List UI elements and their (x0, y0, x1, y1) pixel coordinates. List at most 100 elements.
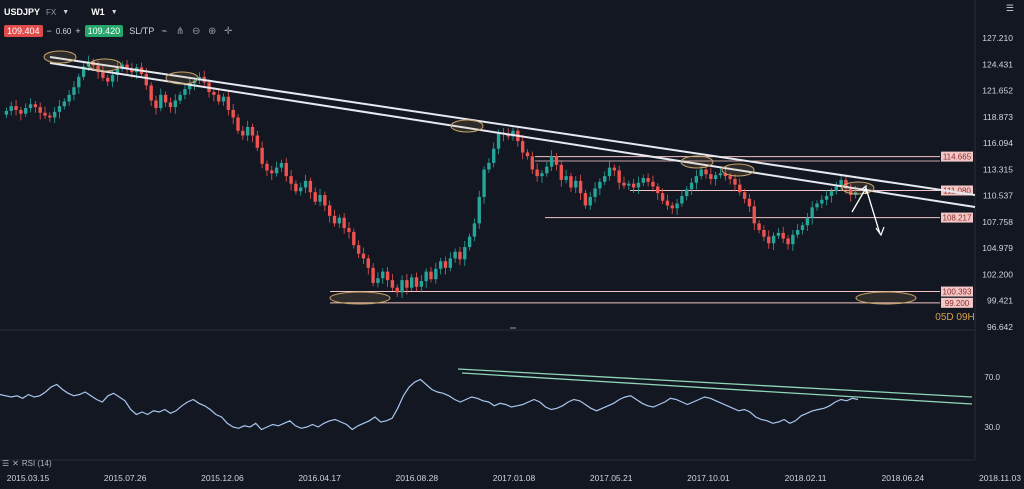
x-tick-label: 2017.05.21 (590, 473, 633, 483)
chart-toolbar: USDJPY FX ▼ W1 ▼ (4, 4, 118, 20)
candle-body (559, 164, 563, 180)
candle-body (747, 198, 752, 207)
level-price-tag (941, 212, 973, 223)
candle-body (487, 162, 491, 170)
candle-body (820, 199, 824, 204)
candle-body (385, 271, 390, 281)
candle-body (646, 178, 650, 182)
candle-body (849, 188, 853, 196)
y-tick-label: 116.094 (983, 138, 1013, 148)
candle-body (641, 178, 645, 183)
candle-body (265, 163, 269, 171)
level-price-tag (941, 297, 973, 308)
candle-body (125, 64, 129, 70)
zoom-in-icon[interactable]: ⊕ (208, 25, 217, 37)
candle-body (376, 278, 380, 283)
level-price-label: 99.200 (945, 299, 970, 308)
minus-icon[interactable]: − (46, 26, 52, 36)
highlight-ellipse (855, 291, 917, 305)
candle-body (414, 277, 419, 287)
candle-body (477, 196, 481, 224)
x-tick-label: 2018.11.03 (979, 473, 1021, 483)
candle-body (569, 176, 573, 188)
candle-body (236, 117, 240, 131)
bid-price[interactable]: 109.404 (4, 25, 43, 37)
candle-body (163, 94, 168, 103)
spread-value: 0.60 (55, 26, 72, 36)
candle-body (617, 170, 621, 183)
highlight-ellipse (88, 58, 122, 72)
candle-body (660, 193, 665, 201)
candle-body (733, 178, 737, 185)
timeframe-dropdown-icon[interactable]: ▼ (110, 8, 118, 16)
candle-body (38, 107, 42, 113)
candle-body (786, 238, 790, 245)
line-tool-icon[interactable]: ⌁ (161, 25, 168, 37)
rsi-level-label: 30.0 (984, 423, 1000, 432)
candle-body (371, 267, 375, 283)
resistance-trendline (49, 56, 976, 196)
candle-body (299, 187, 303, 192)
candle-body (578, 180, 583, 194)
rsi-label[interactable]: ☰ ✕ RSI (14) (2, 459, 52, 468)
timeframe-label[interactable]: W1 (91, 7, 105, 17)
rsi-trendline (461, 372, 973, 405)
candle-body (130, 69, 134, 73)
candle-body (805, 217, 810, 226)
level-price-tag (941, 185, 973, 196)
candle-body (627, 183, 631, 186)
x-tick-label: 2016.04.17 (298, 473, 341, 483)
candle-body (313, 192, 317, 202)
candle-body (815, 203, 819, 208)
y-tick-label: 104.979 (982, 243, 1013, 253)
rsi-trendline (457, 368, 973, 398)
y-tick-label: 113.315 (983, 164, 1013, 174)
collapse-icon[interactable]: ☰ (2, 459, 10, 468)
candle-body (57, 106, 62, 112)
candle-body (554, 156, 559, 165)
candle-body (670, 205, 674, 209)
candle-body (771, 235, 776, 244)
candle-body (14, 106, 18, 110)
candle-body (356, 245, 361, 254)
candle-body (337, 217, 342, 224)
ask-price[interactable]: 109.420 (84, 25, 124, 37)
candle-body (96, 65, 100, 73)
symbol-dropdown-icon[interactable]: ▼ (62, 8, 70, 16)
candle-body (120, 64, 124, 69)
candle-body (704, 169, 708, 175)
highlight-ellipse (841, 181, 875, 195)
highlight-ellipse (165, 71, 199, 85)
candle-body (834, 186, 838, 192)
candle-body (274, 167, 279, 174)
crosshair-icon[interactable]: ✛ (224, 25, 233, 37)
candle-body (636, 182, 641, 188)
candle-body (400, 280, 404, 293)
candle-body (776, 232, 781, 236)
candle-body (342, 217, 346, 229)
zoom-out-icon[interactable]: ⊖ (192, 25, 201, 37)
candle-body (226, 96, 231, 110)
close-icon[interactable]: ✕ (12, 459, 19, 468)
candle-body (713, 175, 718, 179)
menu-icon[interactable]: ☰ (1005, 3, 1014, 13)
candle-body (689, 182, 694, 190)
candle-body (72, 87, 76, 95)
plus-icon[interactable]: + (75, 26, 81, 36)
candle-body (800, 225, 805, 231)
symbol-label[interactable]: USDJPY (4, 7, 41, 17)
candle-body (33, 104, 38, 108)
candle-body (665, 200, 670, 206)
candle-body (762, 230, 766, 237)
candle-body (24, 108, 28, 114)
level-price-label: 111.080 (943, 186, 971, 195)
resistance-trendline (49, 62, 976, 208)
fork-tool-icon[interactable]: ⋔ (176, 25, 185, 37)
candle-body (598, 181, 602, 189)
candle-body (405, 280, 409, 288)
sltp-button[interactable]: SL/TP (129, 26, 155, 36)
candle-body (588, 196, 592, 206)
y-tick-label: 96.642 (987, 322, 1013, 332)
candle-body (284, 162, 288, 177)
